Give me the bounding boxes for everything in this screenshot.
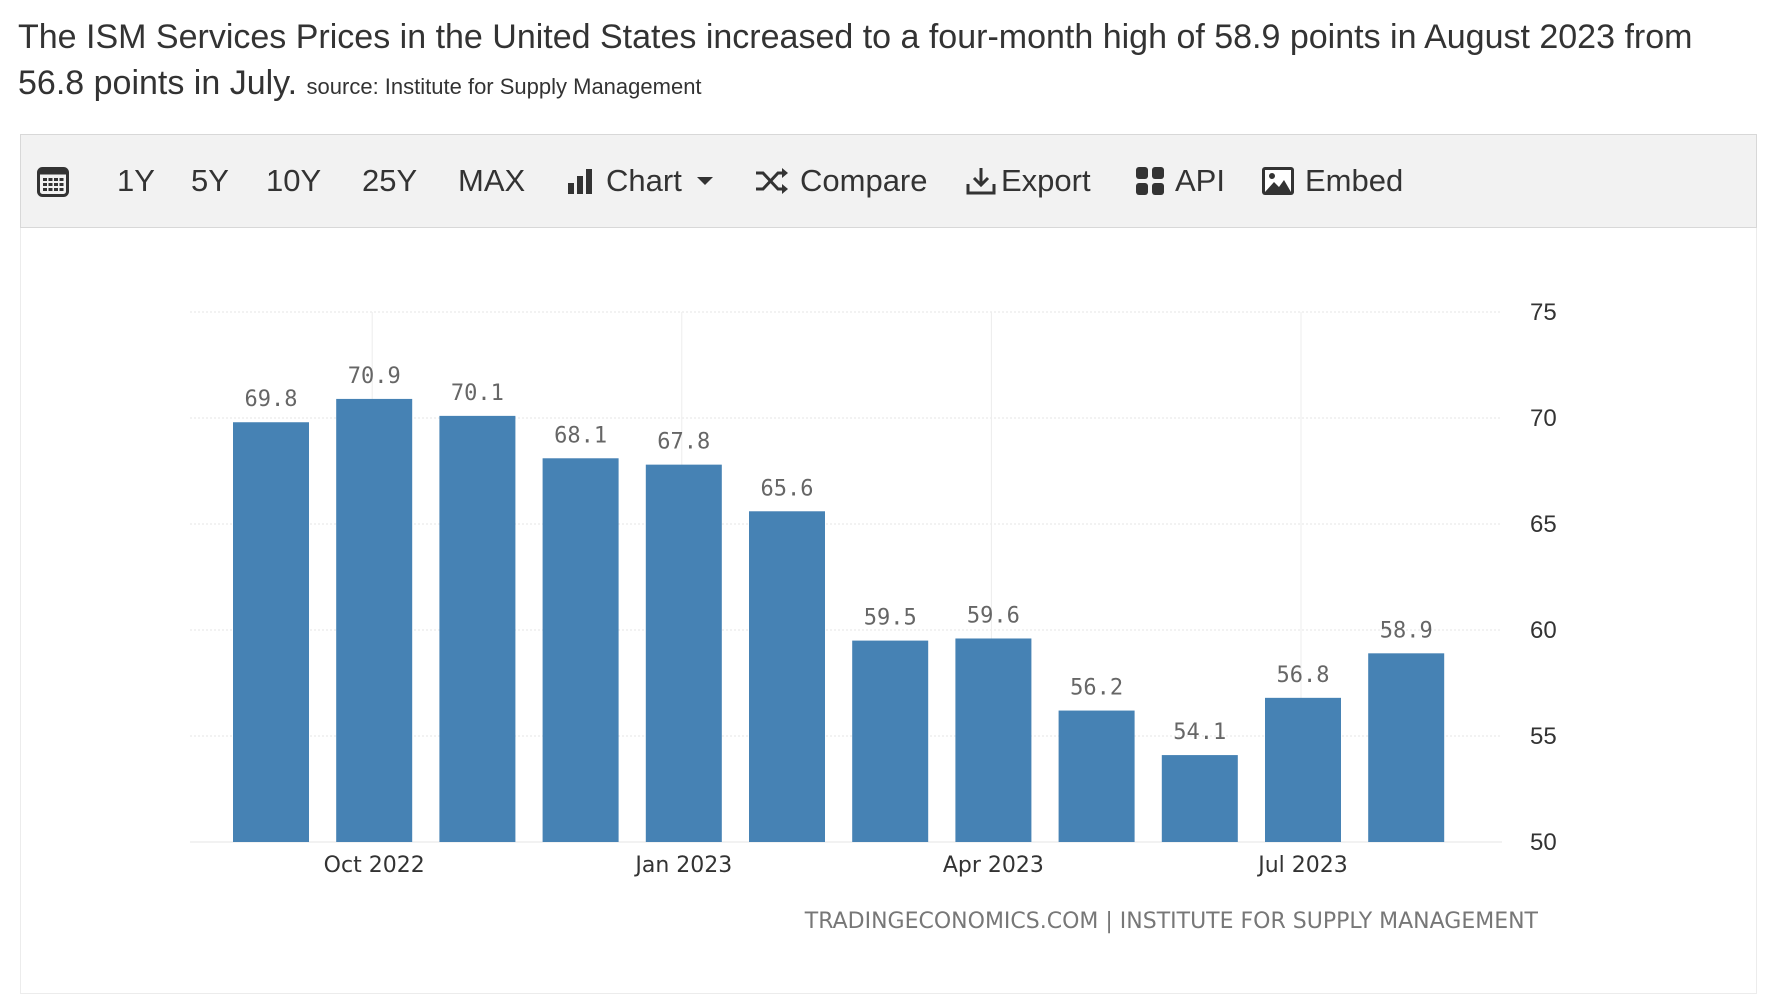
x-tick-label: Jan 2023 xyxy=(633,853,732,878)
headline: The ISM Services Prices in the United St… xyxy=(18,14,1758,110)
bar-value-label: 67.8 xyxy=(657,430,710,455)
bar-chart-icon xyxy=(568,169,592,194)
range-10y-button[interactable]: 10Y xyxy=(266,163,322,198)
compare-button[interactable]: Compare xyxy=(754,135,928,227)
bar[interactable] xyxy=(645,464,722,842)
bar[interactable] xyxy=(542,458,619,842)
range-max-button[interactable]: MAX xyxy=(458,163,526,198)
export-button[interactable]: Export xyxy=(965,135,1091,227)
range-25y-button[interactable]: 25Y xyxy=(362,163,418,198)
bar[interactable] xyxy=(1161,755,1238,842)
x-tick-label: Jul 2023 xyxy=(1256,853,1348,878)
bar[interactable] xyxy=(852,640,929,842)
bar-value-label: 70.9 xyxy=(348,364,401,389)
calendar-icon xyxy=(37,167,69,197)
bars xyxy=(233,398,1445,842)
compare-label: Compare xyxy=(800,163,928,198)
calendar-button[interactable] xyxy=(37,135,69,227)
api-button[interactable]: API xyxy=(1135,135,1225,227)
source-note: source: Institute for Supply Management xyxy=(306,74,702,99)
bar[interactable] xyxy=(1368,653,1445,842)
y-tick-label: 70 xyxy=(1530,405,1557,432)
y-tick-label: 50 xyxy=(1530,829,1557,856)
range-1y-button[interactable]: 1Y xyxy=(117,163,155,198)
y-tick-label: 55 xyxy=(1530,723,1557,750)
bar[interactable] xyxy=(336,398,413,842)
embed-button[interactable]: Embed xyxy=(1261,135,1403,227)
download-icon xyxy=(966,168,996,195)
headline-text: The ISM Services Prices in the United St… xyxy=(18,18,1693,102)
chart-credit: TRADINGECONOMICS.COM | INSTITUTE FOR SUP… xyxy=(804,909,1539,934)
bar-value-label: 58.9 xyxy=(1380,618,1433,643)
chart-type-dropdown[interactable]: Chart xyxy=(566,135,716,227)
image-icon xyxy=(1262,167,1294,195)
bar[interactable] xyxy=(1265,697,1341,842)
bar-value-label: 70.1 xyxy=(451,381,504,406)
range-5y-button[interactable]: 5Y xyxy=(191,163,229,198)
chart-type-label: Chart xyxy=(606,163,682,198)
export-label: Export xyxy=(1001,163,1091,198)
chart-panel xyxy=(20,134,1757,994)
bar-value-label: 56.2 xyxy=(1070,676,1123,701)
toolbar: 1Y 5Y 10Y 25Y MAX Chart Compare Export xyxy=(20,134,1757,228)
bar[interactable] xyxy=(1058,710,1135,842)
bar[interactable] xyxy=(439,415,516,842)
bar-value-label: 69.8 xyxy=(245,387,298,412)
shuffle-icon xyxy=(756,168,788,194)
bar-value-label: 59.6 xyxy=(967,603,1020,628)
x-tick-label: Apr 2023 xyxy=(943,853,1044,878)
bar[interactable] xyxy=(955,638,1032,842)
bar-value-label: 68.1 xyxy=(554,423,607,448)
bar[interactable] xyxy=(749,511,825,842)
axes: 50 55 60 65 70 75 Oct 2022 Jan 2023 Apr 2023 Jul … xyxy=(324,299,1557,878)
bar[interactable] xyxy=(233,422,309,842)
bar-value-label: 59.5 xyxy=(864,606,917,631)
y-tick-label: 75 xyxy=(1530,299,1557,326)
api-label: API xyxy=(1175,163,1225,198)
caret-down-icon xyxy=(696,177,713,185)
y-tick-label: 60 xyxy=(1530,617,1557,644)
data-labels: 69.8 70.9 70.1 68.1 67.8 65.6 59.5 59.6 56.2 54.1… xyxy=(245,364,1433,745)
bar-value-label: 65.6 xyxy=(761,476,814,501)
embed-label: Embed xyxy=(1305,163,1404,198)
bar-value-label: 54.1 xyxy=(1173,720,1226,745)
x-tick-label: Oct 2022 xyxy=(324,853,425,878)
y-tick-label: 65 xyxy=(1530,511,1557,538)
bar-value-label: 56.8 xyxy=(1277,663,1330,688)
api-grid-icon xyxy=(1136,167,1164,195)
